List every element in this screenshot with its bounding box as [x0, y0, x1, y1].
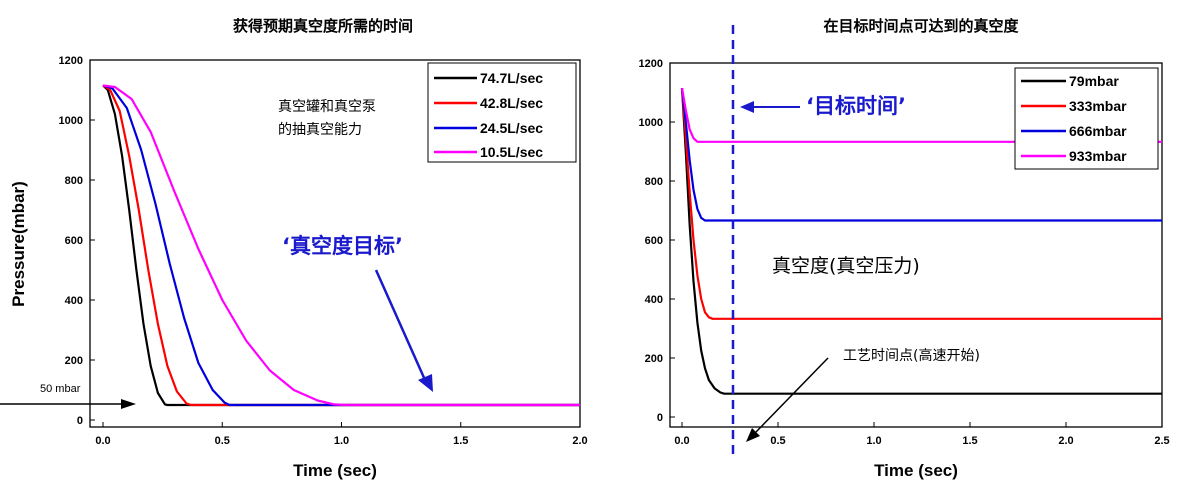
legend-label: 42.8L/sec	[480, 95, 543, 111]
annotation-process-arrow-shaft	[755, 357, 829, 433]
series-line	[680, 87, 1162, 222]
y-tick-label: 800	[65, 175, 83, 187]
annotation-arrow-head	[418, 374, 433, 392]
series-lines	[102, 84, 580, 407]
chart-title: 在目标时间点可达到的真空度	[823, 17, 1019, 35]
legend-label: 666mbar	[1069, 123, 1127, 139]
plot-frame	[89, 59, 581, 428]
y-tick-label: 1000	[59, 115, 83, 127]
legend-box	[427, 62, 577, 163]
y-tick-label: 400	[65, 295, 83, 307]
y-ticks: 0 200 400 600 800 1000 1200	[59, 55, 95, 427]
x-tick-label: 0.5	[770, 435, 785, 447]
y-tick-label: 1200	[639, 58, 663, 70]
x-tick-label: 0.5	[215, 435, 230, 447]
legend-label: 79mbar	[1069, 73, 1119, 89]
legend-label: 10.5L/sec	[480, 144, 543, 160]
y-ticks: 0 200 400 600 800 1000 1200	[639, 58, 675, 424]
x-tick-label: 0.0	[674, 435, 689, 447]
x-tick-label: 0.0	[95, 435, 110, 447]
x-tick-label: 2.0	[572, 435, 587, 447]
x-tick-label: 2.5	[1154, 435, 1169, 447]
annotation-pump-capacity-1: 真空罐和真空泵	[278, 99, 376, 115]
annotation-arrow-shaft	[374, 269, 427, 381]
legend: 74.7L/sec 42.8L/sec 24.5L/sec 10.5L/sec	[427, 62, 577, 163]
legend-label: 74.7L/sec	[480, 70, 543, 86]
annotation-process-time: 工艺时间点(高速开始)	[843, 347, 980, 364]
chart-title: 获得预期真空度所需的时间	[233, 17, 413, 35]
x-tick-label: 1.5	[962, 435, 977, 447]
y-axis-label: Pressure(mbar)	[9, 181, 28, 307]
y-tick-label: 0	[77, 415, 83, 427]
legend-label: 333mbar	[1069, 98, 1127, 114]
y-tick-label: 800	[645, 176, 663, 188]
annotation-50mbar: 50 mbar	[40, 383, 81, 395]
annotation-pump-capacity-2: 的抽真空能力	[278, 122, 362, 138]
y-tick-label: 0	[657, 412, 663, 424]
x-axis-label: Time (sec)	[874, 461, 958, 480]
annotation-vacuum-pressure: 真空度(真空压力)	[772, 255, 920, 277]
annotation-50mbar-arrow-head	[121, 399, 136, 409]
y-tick-label: 1200	[59, 55, 83, 67]
legend-box	[1014, 67, 1159, 170]
annotation-vacuum-target: ‘真空度目标’	[282, 234, 403, 258]
annotation-process-arrow-head	[746, 428, 760, 442]
y-tick-label: 1000	[639, 117, 663, 129]
x-tick-label: 2.0	[1058, 435, 1073, 447]
y-tick-label: 600	[65, 235, 83, 247]
legend-label: 24.5L/sec	[480, 120, 543, 136]
plot-frame	[669, 62, 1163, 428]
y-tick-label: 200	[65, 355, 83, 367]
series-line	[680, 88, 1162, 320]
series-line	[680, 88, 1162, 395]
legend-label: 933mbar	[1069, 148, 1127, 164]
y-tick-label: 200	[645, 353, 663, 365]
y-tick-label: 400	[645, 294, 663, 306]
annotation-target-time-arrow-head	[740, 101, 754, 113]
x-ticks: 0.0 0.5 1.0 1.5 2.0	[95, 422, 588, 447]
x-tick-label: 1.5	[453, 435, 468, 447]
y-tick-label: 600	[645, 235, 663, 247]
series-line	[102, 84, 580, 407]
series-line	[102, 84, 580, 407]
legend: 79mbar 333mbar 666mbar 933mbar	[1014, 67, 1159, 170]
annotation-target-time: ‘目标时间’	[806, 94, 906, 118]
x-tick-label: 1.0	[866, 435, 881, 447]
x-axis-label: Time (sec)	[293, 461, 377, 480]
x-tick-label: 1.0	[334, 435, 349, 447]
x-ticks: 0.0 0.5 1.0 1.5 2.0 2.5	[674, 422, 1170, 447]
